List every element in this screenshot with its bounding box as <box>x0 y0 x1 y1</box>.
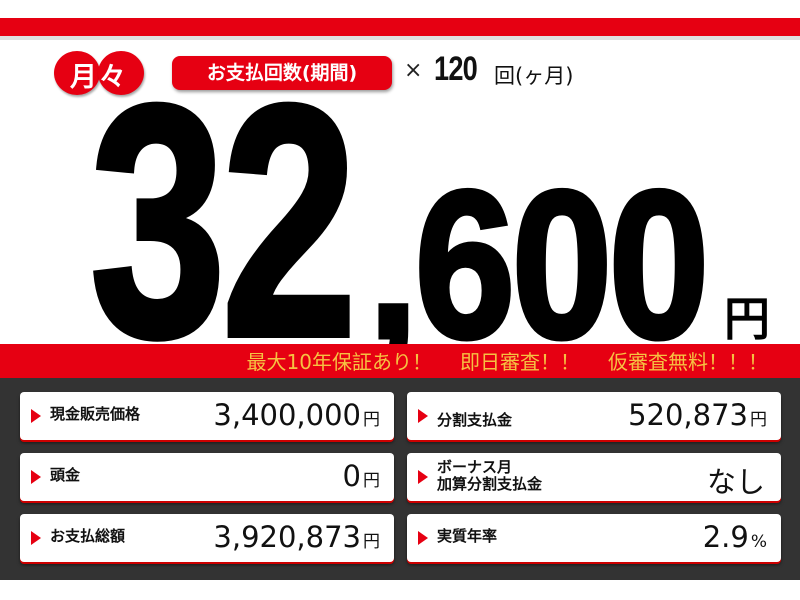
detail-value: 520,873 円 <box>628 398 767 432</box>
detail-card: 分割支払金 520,873 円 <box>407 392 781 440</box>
detail-amount: 520,873 <box>628 398 748 432</box>
slogan-band: 最大10年保証あり！ 即日審査！！ 仮審査無料！！！ <box>0 344 800 378</box>
triangle-icon <box>31 531 41 545</box>
payment-count-unit: 回(ヶ月) <box>494 64 574 88</box>
triangle-icon <box>418 531 428 545</box>
triangle-icon <box>418 409 428 423</box>
detail-amount: 0 <box>342 459 361 493</box>
detail-unit: 円 <box>363 471 380 491</box>
detail-value: 2.9% <box>703 520 767 554</box>
detail-value: 3,920,873 円 <box>213 520 380 554</box>
detail-amount: 3,920,873 <box>213 520 361 554</box>
detail-unit: % <box>750 532 767 552</box>
detail-label: お支払総額 <box>50 527 126 545</box>
triangle-icon <box>418 470 428 484</box>
slogan: 最大10年保証あり！ <box>246 350 432 374</box>
divider <box>0 36 800 40</box>
top-red-band <box>0 18 800 36</box>
triangle-icon <box>31 409 41 423</box>
detail-label: 分割支払金 <box>437 411 513 429</box>
monthly-badge-text: 月々 <box>70 62 128 93</box>
detail-value: なし <box>707 459 767 501</box>
detail-card: お支払総額 3,920,873 円 <box>20 514 394 562</box>
detail-card: 実質年率 2.9% <box>407 514 781 562</box>
detail-label: 実質年率 <box>437 527 498 545</box>
detail-label: 現金販売価格 <box>50 405 141 423</box>
payment-count: 120 <box>434 50 478 88</box>
monthly-price-rest: ,600 <box>366 147 711 382</box>
times-sign: × <box>404 58 423 83</box>
detail-amount: なし <box>706 465 765 499</box>
detail-amount: 3,400,000 <box>213 398 361 432</box>
detail-amount: 2.9 <box>702 520 749 554</box>
detail-unit: 円 <box>363 410 380 430</box>
detail-card: 現金販売価格 3,400,000 円 <box>20 392 394 440</box>
detail-label: 頭金 <box>50 466 81 484</box>
detail-unit: 円 <box>363 532 380 552</box>
slogan: 仮審査無料！！！ <box>608 350 768 374</box>
monthly-price-unit: 円 <box>724 292 770 346</box>
slogan: 即日審査！！ <box>460 350 580 374</box>
detail-value: 3,400,000 円 <box>213 398 380 432</box>
detail-unit: 円 <box>750 410 767 430</box>
monthly-badge: 月々 <box>54 51 144 95</box>
detail-label: ボーナス月 加算分割支払金 <box>437 458 543 493</box>
detail-card: ボーナス月 加算分割支払金 なし <box>407 453 781 501</box>
monthly-price-main: 32 <box>88 36 360 405</box>
triangle-icon <box>31 470 41 484</box>
period-label: お支払回数(期間) <box>172 56 392 90</box>
